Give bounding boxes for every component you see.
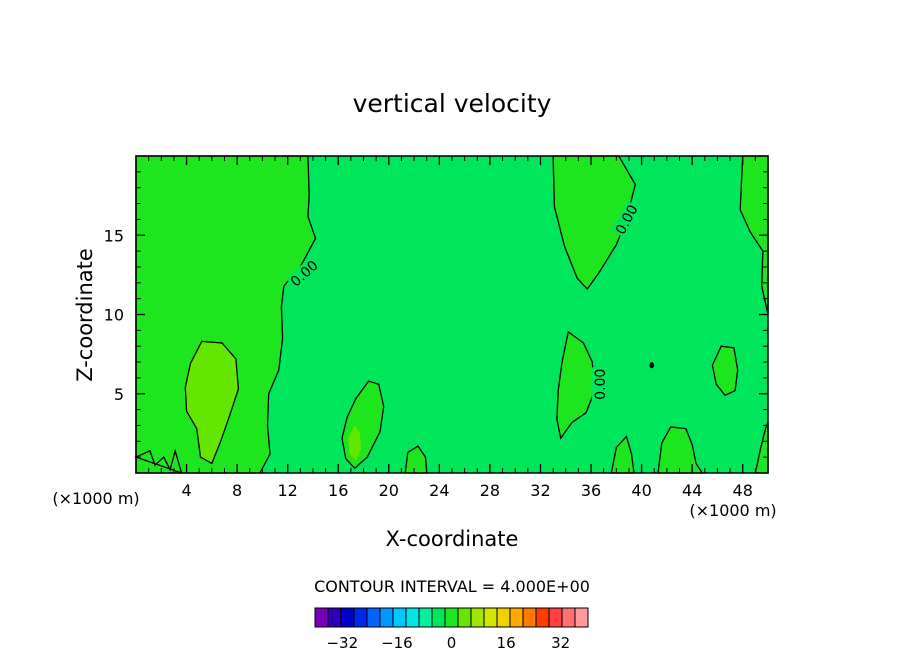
y-tick-label: 5 [114, 385, 124, 404]
x-tick-label: 24 [429, 481, 449, 500]
x-tick-label: 16 [328, 481, 348, 500]
region-right-blob-line [711, 345, 739, 397]
colorbar-swatch [470, 607, 485, 628]
x-tick-label: 8 [232, 481, 242, 500]
colorbar-swatch [314, 607, 329, 628]
colorbar-swatch [483, 607, 498, 628]
x-tick-label: 20 [379, 481, 399, 500]
y-axis-ticks: 5 10 15 [104, 171, 768, 458]
region-top-tongue-line [552, 155, 636, 291]
colorbar-swatch [353, 607, 368, 628]
region-left-bubble-line [184, 340, 240, 465]
colorbar-tick-label: 16 [497, 634, 516, 652]
colorbar-swatch [457, 607, 472, 628]
contour-label: 0.00 [593, 369, 609, 400]
colorbar-tick-label: 32 [551, 634, 570, 652]
region-left-updraft [136, 156, 316, 473]
colorbar-swatch [379, 607, 394, 628]
x-axis-ticks: 4 8 12 16 20 24 28 32 36 40 44 48 [148, 156, 756, 500]
region-left-updraft-line [135, 155, 317, 474]
colorbar-swatch [431, 607, 446, 628]
region-mid-blob-line [556, 330, 596, 440]
contour-regions [136, 156, 768, 473]
x-tick-label: 4 [181, 481, 191, 500]
x-tick-label: 12 [278, 481, 298, 500]
x-tick-label: 36 [581, 481, 601, 500]
region-bottom-4-line [134, 448, 183, 475]
x-unit-label: (×1000 m) [689, 501, 776, 520]
colorbar-swatch [327, 607, 342, 628]
z-unit-label: (×1000 m) [52, 489, 139, 508]
contour-label-bg [591, 367, 606, 402]
region-mid-blob [556, 331, 595, 439]
region-right-blob [712, 346, 738, 396]
colorbar-swatch [509, 607, 524, 628]
x-tick-label: 28 [480, 481, 500, 500]
colorbar-tick-label: −16 [381, 634, 413, 652]
colorbar-swatch [405, 607, 420, 628]
y-axis-label: Z-coordinate [73, 248, 97, 382]
region-right-edge [740, 156, 768, 315]
x-tick-label: 40 [631, 481, 651, 500]
region-left-bubble [185, 341, 239, 464]
colorbar-swatch [522, 607, 537, 628]
region-bottom-2 [405, 446, 427, 473]
x-tick-label: 44 [682, 481, 702, 500]
chart-title: vertical velocity [353, 89, 552, 118]
region-bottom-1-line [657, 426, 704, 474]
colorbar-swatch [340, 607, 355, 628]
region-bottom-1 [658, 427, 703, 473]
colorbar-tick-label: 0 [447, 634, 457, 652]
y-tick-label: 15 [104, 226, 124, 245]
colorbar-swatch [535, 607, 550, 628]
contour-label-bg [611, 200, 640, 238]
colorbar-swatch [444, 607, 459, 628]
colorbar-swatch [548, 607, 563, 628]
colorbar-tick-label: −32 [326, 634, 358, 652]
colorbar-swatch [418, 607, 433, 628]
contour-lines [134, 155, 769, 475]
contour-label-bg [286, 255, 321, 290]
region-lower-blob-line [341, 380, 385, 470]
x-tick-label: 32 [530, 481, 550, 500]
colorbar-swatch [496, 607, 511, 628]
x-tick-label: 48 [733, 481, 753, 500]
colorbar-swatch [561, 607, 576, 628]
colorbar: −32 −16 0 16 32 [314, 607, 589, 652]
colorbar-swatch [366, 607, 381, 628]
contour-interval-text: CONTOUR INTERVAL = 4.000E+00 [314, 577, 590, 596]
region-top-tongue [553, 156, 636, 290]
region-lower-core [348, 425, 361, 461]
colorbar-swatch [574, 607, 589, 628]
colorbar-swatch [392, 607, 407, 628]
small-contour-dot [649, 362, 654, 369]
y-tick-label: 10 [104, 306, 124, 325]
x-axis-label: X-coordinate [386, 527, 519, 551]
region-bottom-3 [611, 436, 634, 473]
